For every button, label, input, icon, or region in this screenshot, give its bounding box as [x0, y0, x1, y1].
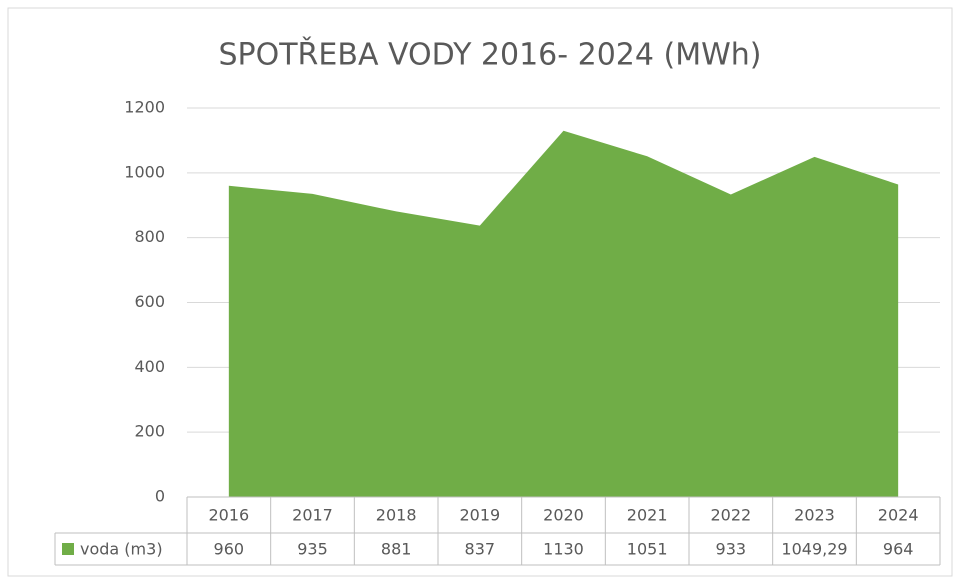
table-value: 933 — [716, 540, 747, 559]
x-tick-label: 2019 — [459, 506, 500, 525]
x-tick-label: 2022 — [710, 506, 751, 525]
x-tick-label: 2018 — [376, 506, 417, 525]
table-value: 837 — [465, 540, 496, 559]
table-value: 1051 — [627, 540, 668, 559]
x-tick-label: 2023 — [794, 506, 835, 525]
y-tick-label: 1000 — [124, 162, 165, 181]
legend-label: voda (m3) — [80, 540, 163, 559]
chart-title: SPOTŘEBA VODY 2016- 2024 (MWh) — [218, 37, 761, 73]
table-value: 935 — [297, 540, 328, 559]
legend-swatch — [62, 543, 74, 555]
x-tick-label: 2016 — [208, 506, 249, 525]
table-value: 964 — [883, 540, 914, 559]
y-tick-label: 800 — [134, 227, 165, 246]
x-tick-label: 2020 — [543, 506, 584, 525]
y-tick-label: 0 — [155, 487, 165, 506]
table-value: 1049,29 — [781, 540, 847, 559]
x-tick-label: 2021 — [627, 506, 668, 525]
table-value: 960 — [214, 540, 245, 559]
y-tick-label: 200 — [134, 422, 165, 441]
x-tick-label: 2024 — [878, 506, 919, 525]
y-tick-label: 400 — [134, 357, 165, 376]
y-tick-label: 1200 — [124, 98, 165, 117]
table-value: 881 — [381, 540, 412, 559]
y-tick-label: 600 — [134, 292, 165, 311]
x-tick-label: 2017 — [292, 506, 333, 525]
table-value: 1130 — [543, 540, 584, 559]
area — [228, 130, 899, 498]
